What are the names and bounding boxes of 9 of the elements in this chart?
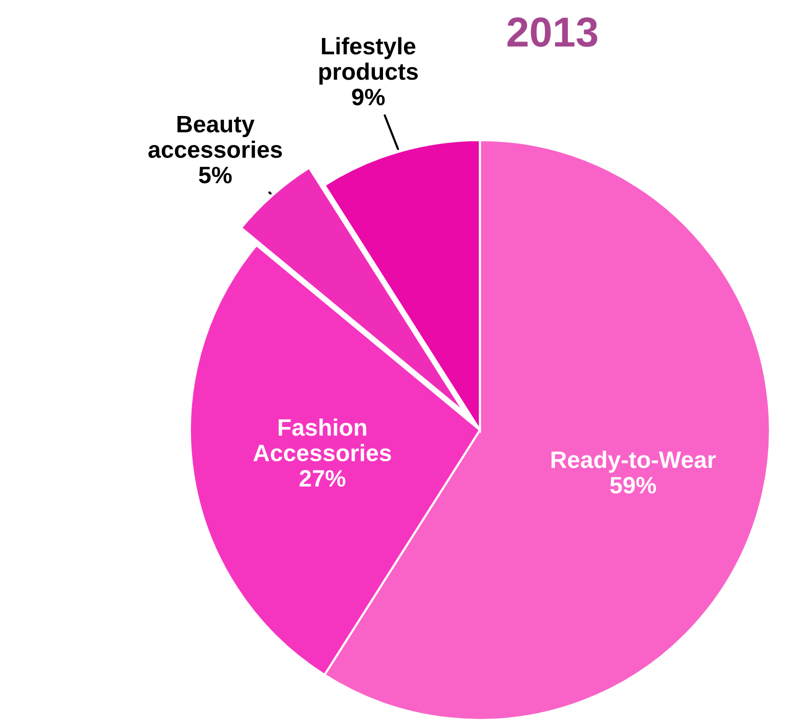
slice-label: Fashion Accessories: [253, 418, 391, 462]
slice-label: Beauty accessories: [148, 116, 282, 158]
data-label: 27%: [300, 470, 346, 487]
chart-title: 2013: [508, 17, 598, 47]
data-label: 5%: [198, 166, 232, 184]
data-label: 59%: [610, 476, 656, 494]
data-label: 9%: [352, 88, 385, 106]
slice-label: Lifestyle products: [319, 37, 418, 85]
slice-label: Ready-to-Wear: [552, 450, 716, 473]
